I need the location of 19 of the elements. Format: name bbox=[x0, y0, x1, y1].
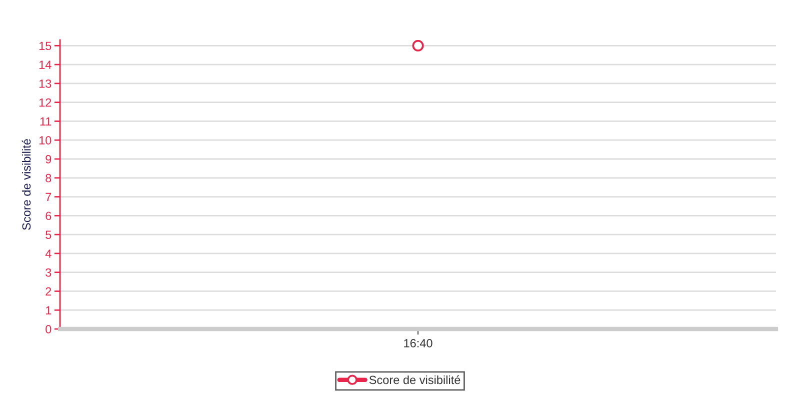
y-tick-label: 9 bbox=[46, 155, 52, 164]
y-tick-label: 11 bbox=[40, 117, 52, 126]
y-tick-label: 13 bbox=[39, 79, 52, 88]
y-tick-label: 4 bbox=[45, 250, 52, 258]
y-tick-label: 3 bbox=[46, 268, 52, 277]
y-tick-label: 10 bbox=[39, 136, 52, 145]
y-tick-label: 6 bbox=[46, 212, 52, 220]
y-axis-title: Score de visibilité bbox=[22, 139, 31, 230]
y-tick-label: 2 bbox=[46, 287, 52, 296]
y-tick-label: 14 bbox=[39, 60, 52, 69]
y-tick-label: 5 bbox=[46, 230, 52, 239]
x-tick-label: 16:40 bbox=[404, 339, 432, 348]
y-tick-label: 7 bbox=[46, 192, 52, 202]
y-tick-label: 8 bbox=[46, 174, 52, 182]
y-tick-label: 0 bbox=[46, 325, 52, 334]
y-tick-label: 1 bbox=[46, 306, 52, 314]
y-tick-label: 15 bbox=[39, 42, 52, 50]
y-tick-label: 12 bbox=[39, 98, 52, 107]
legend-label: Score de visibilité bbox=[369, 375, 460, 384]
